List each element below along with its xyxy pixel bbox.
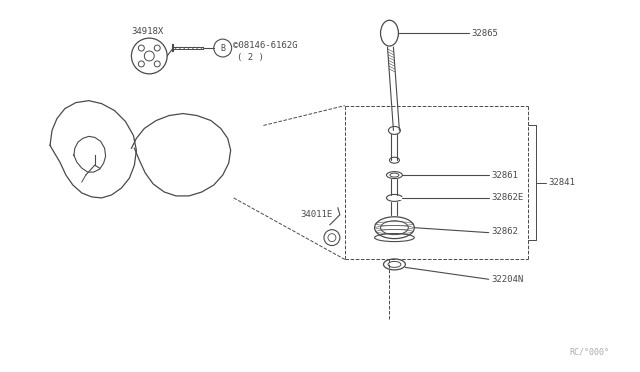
Text: 32204N: 32204N	[492, 275, 524, 284]
Text: 32865: 32865	[472, 29, 499, 38]
Text: 32862E: 32862E	[492, 193, 524, 202]
Text: 32862: 32862	[492, 227, 518, 236]
Text: 32841: 32841	[548, 178, 575, 187]
Text: RC/°000°: RC/°000°	[570, 348, 610, 357]
Text: 34011E: 34011E	[300, 210, 332, 219]
Text: B: B	[220, 44, 225, 52]
Text: ( 2 ): ( 2 )	[237, 54, 264, 62]
Text: 32861: 32861	[492, 171, 518, 180]
Text: 34918X: 34918X	[131, 27, 164, 36]
Text: ©08146-6162G: ©08146-6162G	[233, 41, 297, 49]
